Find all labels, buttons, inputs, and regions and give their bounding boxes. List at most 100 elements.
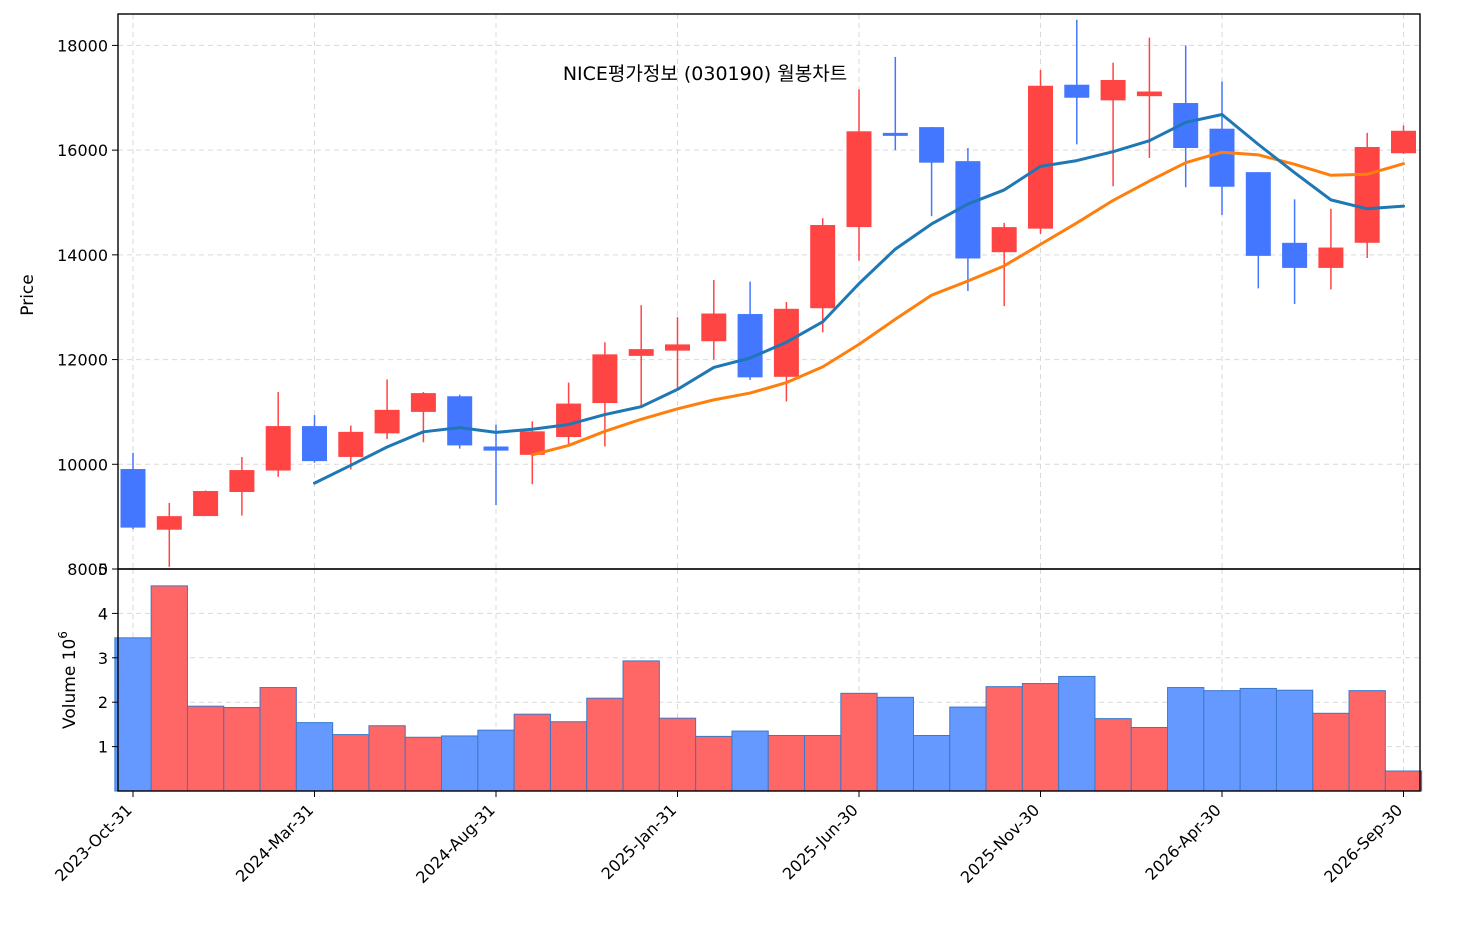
candle-body: [665, 344, 690, 351]
x-axis: 2023-Oct-31 2024-Mar-31 2024-Aug-31 2025-Ja…: [51, 791, 1406, 887]
candle-body: [447, 396, 473, 446]
price-tick-label: 18000: [57, 36, 108, 55]
candle-body: [1318, 247, 1344, 268]
candle-body: [265, 426, 291, 471]
volume-axis-label: Volume 106: [56, 631, 80, 729]
candle-body: [1245, 172, 1271, 256]
candle-body: [302, 426, 327, 462]
volume-bar: [1203, 690, 1241, 792]
candle-body: [519, 431, 545, 455]
candle-body: [991, 227, 1017, 253]
volume-bar: [549, 721, 588, 792]
x-tick-label: 2026-Sep-30: [1320, 800, 1406, 886]
moving-average-short-line: [313, 113, 1405, 485]
volume-axis-exponent-base: 10: [60, 639, 80, 661]
candle-body: [229, 470, 255, 493]
volume-bar: [114, 637, 152, 792]
x-tick-label: 2023-Oct-31: [51, 800, 136, 885]
volume-bar: [804, 735, 842, 792]
candle-body: [1028, 85, 1053, 229]
candle-body: [410, 393, 436, 412]
candle-body: [1136, 91, 1162, 97]
volume-tick-label: 1: [98, 738, 108, 757]
volume-bar: [186, 705, 225, 792]
candle-body: [193, 491, 219, 517]
volume-bar: [912, 735, 951, 792]
candle-body: [338, 431, 364, 457]
candle-body: [374, 409, 400, 434]
volume-bar: [1021, 683, 1060, 792]
volume-bar: [622, 660, 660, 792]
volume-bar: [1312, 712, 1350, 792]
chart-title: NICE평가정보 (030190) 월봉차트: [563, 63, 847, 85]
candle-body: [120, 469, 146, 528]
volume-bar: [295, 722, 334, 792]
volume-axis-label-text: Volume: [60, 666, 80, 729]
volume-bar: [259, 687, 297, 792]
candle-body: [846, 131, 872, 228]
volume-bar: [513, 713, 551, 792]
volume-bar: [1130, 727, 1169, 792]
volume-bar: [840, 692, 878, 792]
price-y-axis: 8000 10000 12000 14000 16000 18000: [57, 36, 118, 579]
volume-bar: [731, 730, 769, 792]
volume-bar: [1094, 718, 1132, 792]
volume-panel-frame: [117, 568, 1421, 792]
volume-tick-label: 3: [98, 649, 108, 668]
volume-bars: [114, 585, 1423, 792]
volume-axis-exponent: 6: [56, 631, 70, 639]
candle-body: [919, 127, 945, 163]
volume-bar: [477, 729, 515, 792]
candle-body: [1064, 84, 1090, 98]
volume-bar: [441, 735, 479, 792]
candle-body: [810, 225, 836, 309]
moving-average-lines: [313, 113, 1405, 485]
price-tick-label: 8000: [67, 560, 108, 579]
x-tick-label: 2024-Aug-31: [412, 800, 499, 887]
price-tick-label: 14000: [57, 246, 108, 265]
candle-body: [592, 354, 618, 403]
price-tick-label: 12000: [57, 351, 108, 370]
x-tick-label: 2026-Apr-30: [1141, 800, 1224, 883]
candle-body: [1354, 147, 1380, 243]
candle-body: [556, 403, 582, 438]
volume-bar: [1167, 687, 1205, 792]
x-tick-label: 2025-Jan-31: [597, 800, 680, 883]
x-tick-label: 2024-Mar-31: [232, 800, 317, 885]
volume-bar: [1348, 690, 1386, 792]
volume-bar: [368, 725, 406, 792]
volume-bar: [658, 717, 697, 792]
candle-body: [156, 516, 182, 530]
volume-bar: [767, 735, 806, 792]
volume-bar: [332, 734, 370, 792]
volume-bar: [949, 706, 987, 792]
price-tick-label: 16000: [57, 141, 108, 160]
candles: [120, 19, 1416, 567]
candle-body: [1282, 242, 1308, 268]
candle-body: [483, 446, 509, 451]
volume-bar: [876, 696, 914, 792]
price-panel-frame: [117, 13, 1421, 570]
candle-body: [1100, 79, 1126, 101]
x-tick-label: 2025-Jun-30: [779, 800, 862, 883]
price-grid: [118, 14, 1420, 570]
candle-body: [628, 349, 654, 356]
volume-bar: [1275, 689, 1314, 792]
volume-tick-label: 5: [98, 560, 108, 579]
moving-average-long-line: [530, 150, 1405, 457]
volume-bar: [1384, 770, 1423, 792]
volume-tick-label: 2: [98, 693, 108, 712]
price-axis-label: Price: [18, 274, 38, 315]
candle-body: [1209, 128, 1235, 187]
volume-bar: [1058, 675, 1096, 792]
volume-bar: [1239, 687, 1277, 792]
volume-bar: [223, 707, 261, 792]
volume-bar: [404, 736, 443, 792]
volume-bar: [985, 686, 1023, 792]
volume-bar: [586, 697, 624, 792]
volume-bar: [150, 585, 188, 792]
volume-bar: [695, 735, 733, 792]
x-tick-label: 2025-Nov-30: [957, 800, 1044, 887]
